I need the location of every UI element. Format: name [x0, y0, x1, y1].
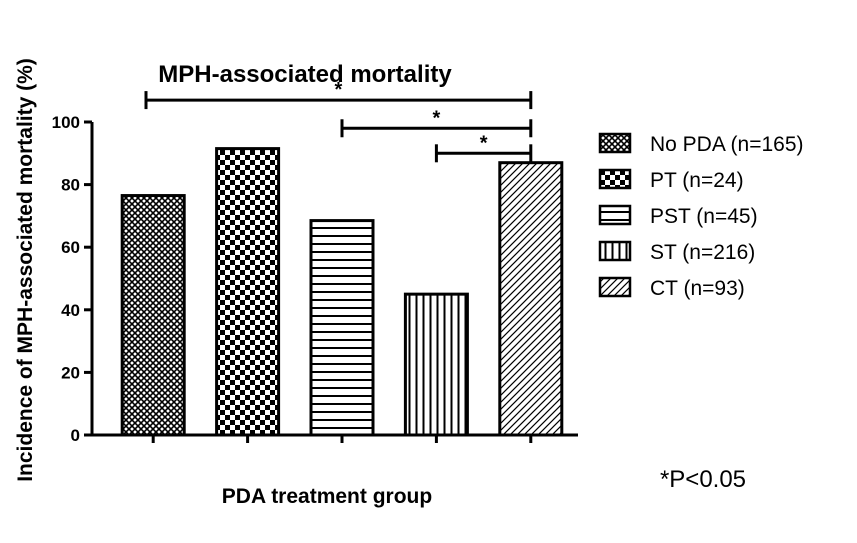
- significance-label: *: [335, 79, 343, 101]
- legend-swatch: [598, 204, 632, 226]
- significance-label: *: [480, 132, 488, 154]
- y-axis-label: Incidence of MPH-associated mortality (%…: [14, 58, 37, 482]
- x-axis-label: PDA treatment group: [222, 485, 432, 508]
- bar: [120, 194, 186, 437]
- y-tick-label: 0: [71, 426, 80, 445]
- bars: [120, 147, 564, 443]
- chart-title: MPH-associated mortality: [158, 61, 452, 88]
- legend-swatch: [598, 132, 632, 154]
- bar: [215, 147, 281, 437]
- legend-label: CT (n=93): [650, 277, 745, 300]
- bar: [498, 161, 564, 437]
- y-tick-label: 20: [61, 363, 80, 382]
- legend-label: PST (n=45): [650, 205, 758, 228]
- y-tick-label: 40: [61, 301, 80, 320]
- legend-swatch: [598, 240, 632, 262]
- legend: No PDA (n=165) PT (n=24) PST (n=45) ST (n=2…: [598, 132, 804, 300]
- legend-label: No PDA (n=165): [650, 133, 804, 156]
- legend-label: PT (n=24): [650, 169, 744, 192]
- significance-brackets: * * *: [144, 79, 533, 163]
- bar: [403, 292, 469, 437]
- y-tick-label: 80: [61, 176, 80, 195]
- legend-swatch: [598, 276, 632, 298]
- bar: [309, 219, 375, 437]
- y-tick-label: 100: [52, 113, 80, 132]
- significance-label: *: [433, 107, 441, 129]
- footnote: *P<0.05: [660, 466, 746, 493]
- y-axis: 0 20 40 60 80 100: [52, 113, 94, 445]
- y-tick-label: 60: [61, 238, 80, 257]
- legend-label: ST (n=216): [650, 241, 755, 264]
- legend-swatch: [598, 168, 632, 190]
